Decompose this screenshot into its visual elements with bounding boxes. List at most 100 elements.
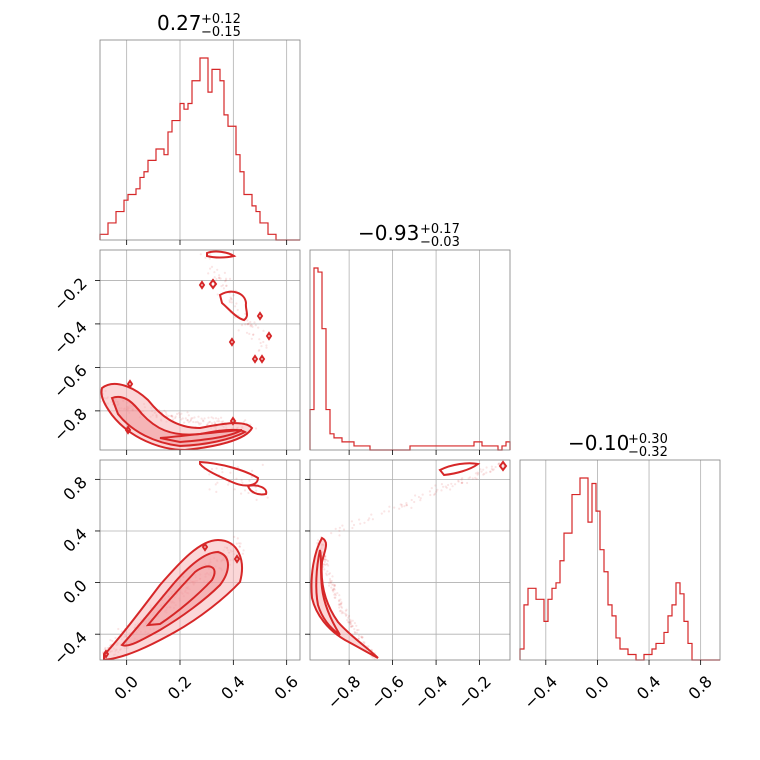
sample-point bbox=[210, 467, 214, 471]
sample-point bbox=[405, 504, 409, 507]
sample-point bbox=[229, 471, 232, 474]
sample-point bbox=[461, 481, 464, 484]
sample-point bbox=[356, 629, 359, 632]
sample-point bbox=[235, 302, 238, 305]
sample-point bbox=[328, 572, 332, 575]
sample-point bbox=[225, 284, 228, 287]
sample-point bbox=[359, 522, 362, 525]
sample-point bbox=[234, 305, 237, 308]
sample-point bbox=[410, 498, 413, 502]
sample-point bbox=[338, 602, 341, 606]
sample-point bbox=[351, 625, 354, 628]
sample-point bbox=[243, 489, 247, 492]
sample-point bbox=[323, 568, 326, 571]
y-tick-label: −0.6 bbox=[50, 361, 91, 402]
sample-point bbox=[252, 333, 255, 336]
contour-line-3 bbox=[145, 565, 216, 627]
sample-point bbox=[430, 487, 433, 490]
sample-point bbox=[329, 582, 332, 585]
contour-speck-10 bbox=[228, 337, 236, 347]
sample-point bbox=[498, 462, 501, 465]
sample-point bbox=[230, 298, 233, 301]
sample-point bbox=[233, 316, 236, 319]
sample-point bbox=[410, 506, 413, 509]
sample-point bbox=[237, 542, 241, 545]
sample-point bbox=[350, 625, 353, 628]
y-tick-label: 0.4 bbox=[59, 524, 90, 555]
sample-point bbox=[338, 610, 341, 613]
sample-point bbox=[114, 636, 117, 640]
sample-point bbox=[383, 510, 386, 513]
sample-point bbox=[460, 478, 463, 481]
sample-point bbox=[180, 418, 183, 421]
x-tick-label: −0.4 bbox=[520, 672, 561, 713]
histogram-diag-1 bbox=[99, 57, 300, 241]
sample-point bbox=[367, 645, 370, 648]
sample-point bbox=[328, 577, 332, 581]
sample-point bbox=[220, 416, 223, 419]
contour-speck-2 bbox=[198, 280, 206, 290]
sample-point bbox=[197, 415, 200, 418]
sample-point bbox=[338, 529, 341, 532]
sample-point bbox=[332, 583, 335, 586]
sample-point bbox=[230, 301, 233, 304]
sample-point bbox=[347, 616, 350, 619]
sample-point bbox=[255, 489, 258, 492]
sample-point bbox=[340, 602, 343, 605]
title-diag-3: −0.10 bbox=[568, 431, 629, 455]
sample-point bbox=[387, 510, 390, 513]
sample-point bbox=[208, 488, 211, 491]
sample-point bbox=[216, 481, 219, 484]
sample-point bbox=[485, 471, 488, 474]
sample-point bbox=[117, 627, 120, 631]
sample-point bbox=[248, 479, 251, 482]
panel-corner-2-1: −0.8−0.6−0.4−0.2 bbox=[50, 249, 301, 455]
sample-point bbox=[400, 503, 403, 506]
sample-point bbox=[399, 503, 402, 506]
sample-point bbox=[338, 603, 342, 606]
sample-point bbox=[218, 277, 221, 280]
sample-point bbox=[480, 470, 483, 473]
sample-point bbox=[331, 588, 334, 592]
sample-point bbox=[265, 344, 268, 347]
sample-point bbox=[348, 614, 351, 618]
histogram-diag-3 bbox=[519, 477, 720, 661]
sample-point bbox=[338, 526, 341, 529]
sample-point bbox=[249, 320, 252, 324]
contour-line-2 bbox=[315, 549, 341, 636]
sample-point bbox=[246, 319, 249, 322]
sample-point bbox=[235, 542, 238, 545]
sample-point bbox=[224, 280, 227, 283]
contour-line-1 bbox=[100, 382, 254, 450]
sample-point bbox=[400, 505, 403, 508]
panel-diag-1: 0.27 +0.12 −0.15 bbox=[99, 11, 301, 245]
sample-point bbox=[334, 594, 337, 597]
sample-point bbox=[434, 484, 437, 487]
sample-point bbox=[333, 593, 336, 596]
sample-point bbox=[241, 552, 244, 555]
sample-point bbox=[329, 579, 332, 583]
sample-point bbox=[405, 504, 408, 507]
sample-point bbox=[246, 323, 249, 326]
sample-point bbox=[444, 485, 447, 488]
contour-fill-outer bbox=[104, 540, 242, 660]
sample-point bbox=[209, 252, 212, 255]
sample-point bbox=[482, 468, 485, 471]
sample-point bbox=[174, 417, 177, 420]
x-tick-label: −0.4 bbox=[410, 672, 451, 713]
sample-point bbox=[266, 496, 269, 499]
sample-point bbox=[342, 611, 345, 615]
sample-point bbox=[197, 421, 200, 425]
sample-point bbox=[189, 420, 192, 423]
sample-point bbox=[228, 277, 232, 280]
sample-point bbox=[210, 416, 213, 419]
sample-point bbox=[326, 562, 329, 566]
sample-point bbox=[248, 332, 251, 335]
sample-point bbox=[429, 493, 432, 497]
sample-point bbox=[338, 600, 341, 603]
sample-point bbox=[355, 624, 358, 627]
sample-point bbox=[200, 417, 203, 420]
sample-point bbox=[485, 466, 488, 469]
sample-point bbox=[251, 325, 254, 328]
sample-point bbox=[360, 636, 363, 639]
